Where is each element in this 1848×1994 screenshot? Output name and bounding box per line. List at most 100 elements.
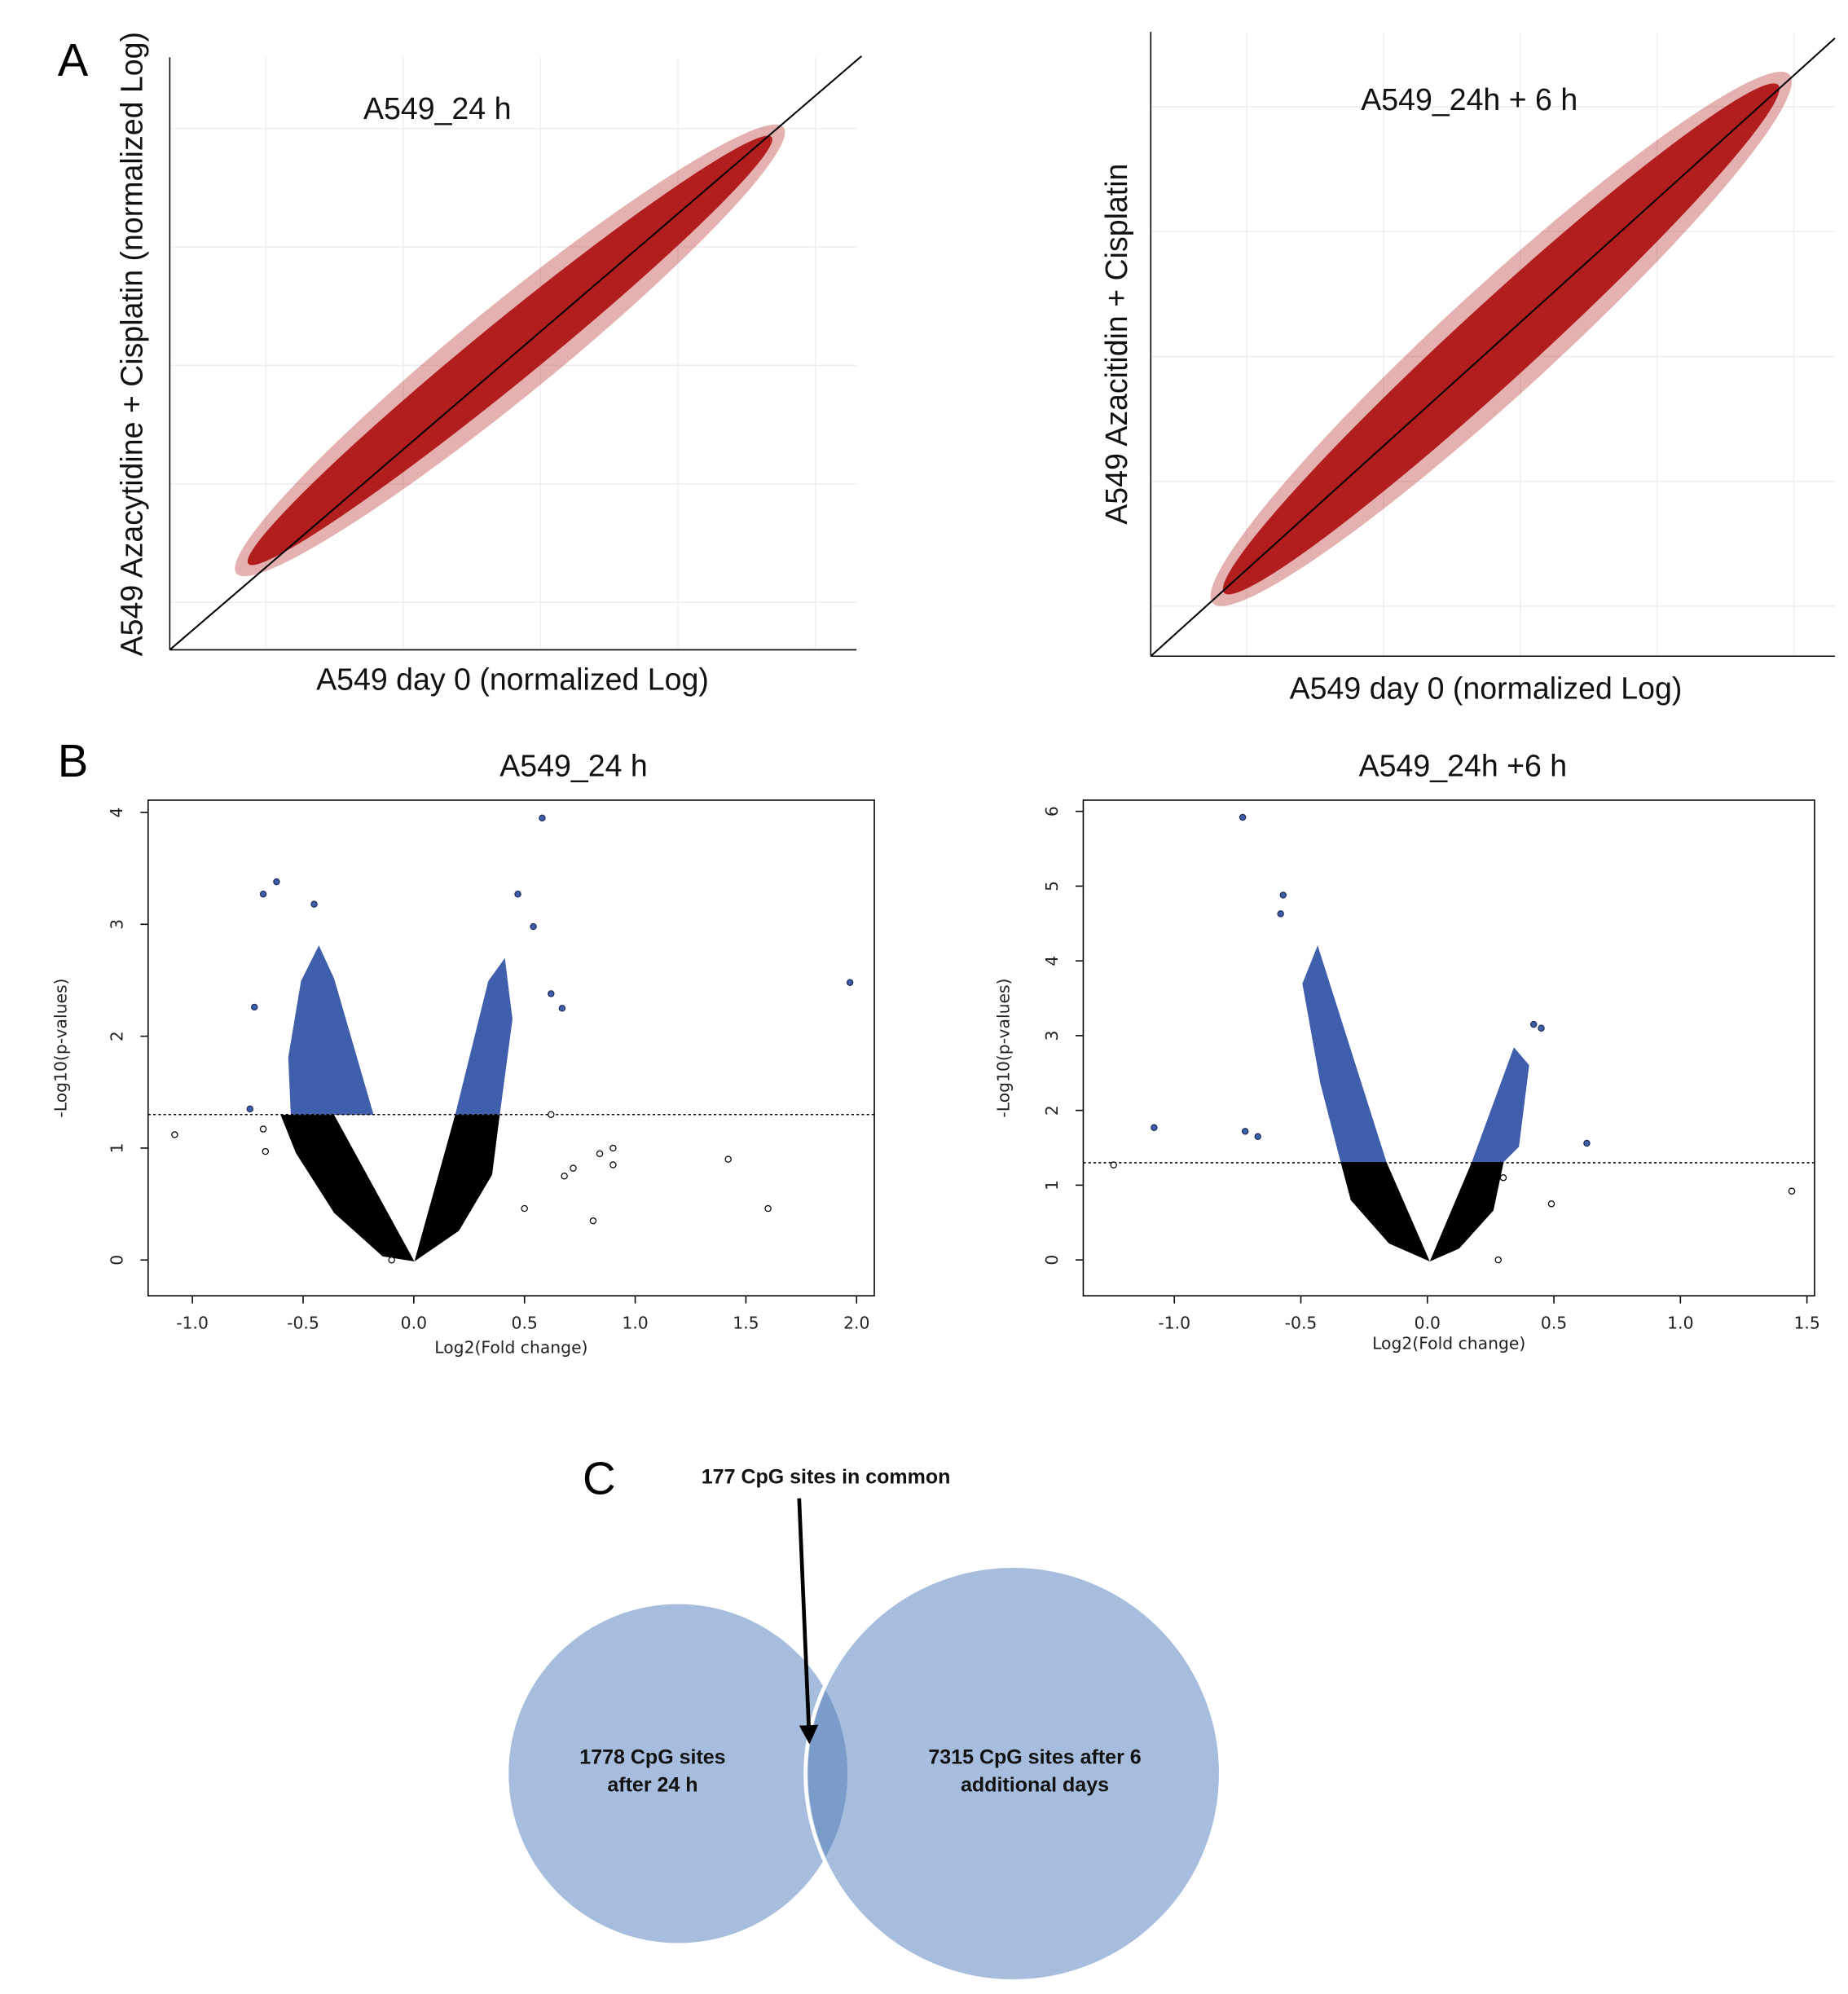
data-point [521,1204,528,1213]
data-point [846,979,854,986]
data-point [589,1217,597,1225]
y-tick-label: 4 [1042,956,1062,966]
data-point [514,891,521,898]
data-point [1530,1020,1538,1028]
data-point [1547,1200,1555,1208]
data-point [548,1111,555,1118]
x-tick-label: -1.0 [176,1314,209,1333]
data-point [539,814,546,822]
data-point [246,1105,253,1113]
data-point [250,1003,258,1011]
x-tick-label: 0.5 [1541,1314,1567,1333]
data-point [259,1125,267,1133]
data-point [1788,1187,1796,1195]
x-tick-label: -0.5 [287,1314,319,1333]
data-point [1538,1024,1545,1032]
plot-frame [147,799,875,1296]
x-tick-label: 1.0 [622,1314,648,1333]
data-point [530,922,537,931]
dense-points [414,1115,500,1261]
data-point [561,1173,568,1180]
data-point [259,891,267,898]
data-point [1583,1139,1591,1147]
y-tick-label: 1 [1042,1180,1062,1191]
data-point [1110,1161,1117,1169]
y-tick-label: 3 [107,919,126,930]
y-tick-label: 6 [1042,806,1062,817]
x-axis-label: Log2(Fold change) [434,1337,587,1357]
identity-line [1150,37,1836,657]
chart-title: A549_24h +6 h [1359,749,1568,783]
data-point [724,1155,732,1163]
y-tick-label: 2 [107,1031,126,1041]
data-point [273,878,280,886]
x-axis-label: Log2(Fold change) [1372,1334,1525,1354]
y-tick-label: 0 [107,1255,126,1266]
venn-label: 1778 CpG sites [579,1745,725,1768]
dense-points [280,1115,415,1261]
panel-label: B [58,735,89,786]
x-tick-label: 0.0 [1415,1314,1441,1333]
data-point [570,1164,577,1172]
x-tick-label: 1.0 [1667,1314,1693,1333]
y-axis-label: -Log10(p-values) [51,979,70,1118]
x-axis-label: A549 day 0 (normalized Log) [1290,671,1683,705]
plot-frame [1082,799,1815,1296]
data-point [764,1204,772,1213]
venn-label: after 24 h [607,1774,697,1797]
dense-points [1472,1047,1529,1162]
x-tick-label: 0.0 [401,1314,427,1333]
annotation: 177 CpG sites in common [702,1465,951,1488]
data-point [1241,1128,1249,1135]
dense-points [1429,1161,1504,1261]
x-tick-label: 1.5 [1793,1314,1819,1333]
data-point [1494,1256,1502,1264]
y-tick-label: 4 [107,808,126,818]
chart-title: A549_24h + 6 h [1361,82,1577,117]
data-point [171,1131,178,1138]
x-tick-label: -0.5 [1285,1314,1318,1333]
y-axis-label: -Log10(p-values) [994,979,1014,1118]
annotation-arrow [797,1498,819,1745]
data-point [388,1257,395,1264]
x-tick-label: -1.0 [1158,1314,1190,1333]
venn-label: additional days [961,1774,1109,1797]
identity-line [169,55,863,651]
x-axis-label: A549 day 0 (normalized Log) [316,662,709,696]
venn-set [508,1604,848,1943]
y-tick-label: 2 [1042,1105,1062,1116]
venn-label: 7315 CpG sites after 6 [928,1745,1141,1768]
data-point [1254,1133,1261,1140]
panel-label: C [583,1452,616,1503]
data-point [1239,813,1247,821]
y-axis-label: A549 Azacytidine + Cisplatin (normalized… [114,32,148,656]
dense-points [1340,1161,1430,1261]
y-tick-label: 1 [107,1142,126,1153]
x-tick-label: 1.5 [733,1314,759,1333]
venn-set [803,1564,1223,1983]
y-axis-label: A549 Azacitidin + Cisplatin [1099,164,1133,525]
x-tick-label: 2.0 [843,1314,869,1333]
data-point [1279,891,1287,899]
y-tick-label: 3 [1042,1030,1062,1041]
panel-label: A [58,34,89,86]
y-tick-label: 0 [1042,1255,1062,1266]
data-point [558,1005,566,1012]
dense-points [455,957,513,1116]
chart-title: A549_24 h [499,749,648,783]
data-point [310,900,318,908]
dense-points [288,945,374,1116]
data-point [1277,910,1284,918]
data-point [262,1147,270,1155]
x-tick-label: 0.5 [512,1314,538,1333]
chart-title: A549_24 h [363,91,511,125]
point-cloud [247,135,772,566]
data-point [609,1161,617,1169]
data-point [1499,1173,1507,1182]
data-point [596,1150,604,1158]
data-point [548,990,555,997]
data-point [609,1144,617,1152]
data-point [1151,1124,1158,1131]
dense-points [1302,945,1387,1162]
y-tick-label: 5 [1042,881,1062,891]
